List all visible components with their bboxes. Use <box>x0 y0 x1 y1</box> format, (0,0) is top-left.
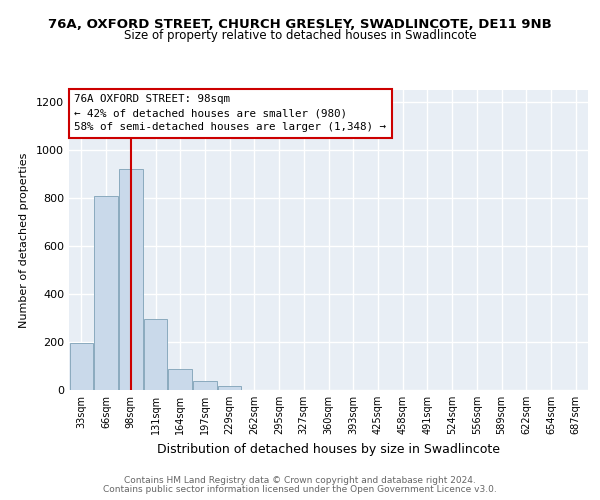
Bar <box>94 196 118 390</box>
Text: 76A OXFORD STREET: 98sqm
← 42% of detached houses are smaller (980)
58% of semi-: 76A OXFORD STREET: 98sqm ← 42% of detach… <box>74 94 386 132</box>
Bar <box>70 343 93 390</box>
Y-axis label: Number of detached properties: Number of detached properties <box>19 152 29 328</box>
Bar <box>119 169 143 390</box>
Text: Contains public sector information licensed under the Open Government Licence v3: Contains public sector information licen… <box>103 485 497 494</box>
X-axis label: Distribution of detached houses by size in Swadlincote: Distribution of detached houses by size … <box>157 442 500 456</box>
Text: Size of property relative to detached houses in Swadlincote: Size of property relative to detached ho… <box>124 29 476 42</box>
Bar <box>144 319 167 390</box>
Text: Contains HM Land Registry data © Crown copyright and database right 2024.: Contains HM Land Registry data © Crown c… <box>124 476 476 485</box>
Bar <box>218 386 241 390</box>
Bar <box>193 381 217 390</box>
Text: 76A, OXFORD STREET, CHURCH GRESLEY, SWADLINCOTE, DE11 9NB: 76A, OXFORD STREET, CHURCH GRESLEY, SWAD… <box>48 18 552 30</box>
Bar <box>169 369 192 390</box>
